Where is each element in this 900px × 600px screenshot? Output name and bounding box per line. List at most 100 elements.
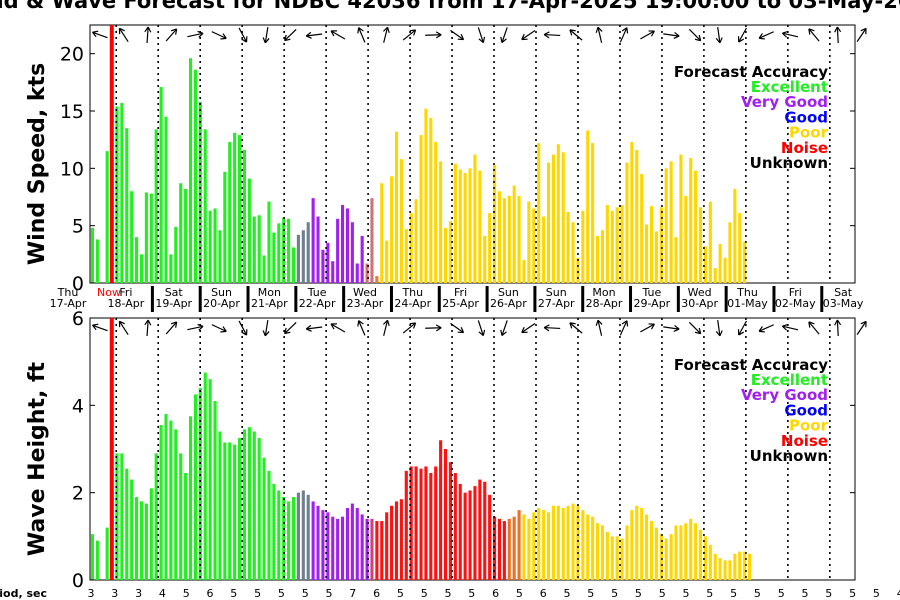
bar xyxy=(600,230,605,283)
bar xyxy=(664,538,668,580)
bar xyxy=(306,494,310,580)
legend-item: Noise xyxy=(781,432,828,450)
bar xyxy=(404,229,408,283)
direction-arrow xyxy=(808,28,820,42)
bar xyxy=(453,473,457,580)
bar xyxy=(424,466,428,580)
arrow-head xyxy=(543,31,550,39)
direction-arrow xyxy=(808,321,820,335)
arrow-head xyxy=(170,321,178,328)
direction-arrow xyxy=(382,26,390,43)
direction-arrow xyxy=(450,29,465,41)
direction-arrow xyxy=(211,324,227,333)
arrow-shaft xyxy=(640,30,655,40)
period-axis-label: Period, sec xyxy=(0,587,47,600)
bar xyxy=(674,237,678,283)
bar xyxy=(581,210,585,283)
bar xyxy=(316,505,320,580)
direction-arrow xyxy=(715,319,723,337)
bar xyxy=(679,154,683,283)
bar xyxy=(390,176,394,283)
arrow-shaft xyxy=(211,31,227,39)
day-divider xyxy=(676,286,680,312)
bar xyxy=(394,131,399,283)
bar xyxy=(718,244,722,283)
bar xyxy=(566,211,570,283)
arrow-head xyxy=(595,319,603,326)
bar xyxy=(198,101,202,284)
bar xyxy=(336,518,340,580)
bar xyxy=(272,483,276,580)
bar xyxy=(723,560,727,580)
arrow-head xyxy=(330,323,337,330)
wave-height-panel: 0 2 4 6 Wave Height, ft Forecast AccuracyExce… xyxy=(25,308,867,592)
direction-arrow xyxy=(238,27,248,43)
bar xyxy=(365,263,369,283)
direction-arrow xyxy=(758,31,774,40)
bar xyxy=(193,394,197,580)
period-label: 3 xyxy=(111,587,118,600)
direction-arrow xyxy=(118,320,129,336)
bar xyxy=(561,152,565,283)
bar xyxy=(282,217,286,283)
legend-item: Poor xyxy=(789,124,829,142)
direction-arrow xyxy=(187,30,204,38)
bar xyxy=(419,468,423,580)
arrow-shaft xyxy=(450,322,464,334)
arrow-shaft xyxy=(717,319,721,337)
arrow-shaft xyxy=(597,27,603,43)
day-date: 03-May xyxy=(823,297,864,310)
arrow-shaft xyxy=(477,320,484,336)
arrow-shaft xyxy=(808,28,820,42)
bar xyxy=(473,486,477,580)
arrow-shaft xyxy=(187,325,204,331)
arrow-head xyxy=(262,330,270,337)
day-name: Wed xyxy=(688,286,712,299)
y-tick-label: 0 xyxy=(72,570,84,592)
bar xyxy=(463,172,467,283)
arrow-head xyxy=(409,29,417,36)
bar xyxy=(424,108,428,283)
day-name: Thu xyxy=(401,286,423,299)
period-label: 5 xyxy=(683,587,690,600)
arrow-head xyxy=(648,30,655,37)
day-name: Tue xyxy=(307,286,327,299)
arrow-shaft xyxy=(165,28,178,42)
arrow-head xyxy=(305,31,312,39)
arrow-head xyxy=(694,34,702,42)
bar xyxy=(340,516,345,580)
bar xyxy=(527,201,531,283)
day-date: 28-Apr xyxy=(586,297,623,310)
bar xyxy=(345,507,350,580)
bar xyxy=(542,510,546,580)
direction-arrow xyxy=(688,28,702,42)
day-axis: Thu17-AprFri18-AprSat19-AprSun20-AprMon2… xyxy=(50,286,864,312)
bar xyxy=(233,132,237,283)
bar xyxy=(208,379,212,580)
period-label: 5 xyxy=(468,587,475,600)
direction-arrow xyxy=(569,322,583,334)
bar xyxy=(130,191,134,283)
period-label: 4 xyxy=(159,587,166,600)
day-divider xyxy=(246,286,250,312)
day-divider xyxy=(389,286,393,312)
arrow-shaft xyxy=(782,325,799,331)
bar xyxy=(640,174,644,283)
bar xyxy=(738,213,742,283)
arrow-head xyxy=(144,319,152,326)
arrow-head xyxy=(409,322,417,329)
bar xyxy=(149,488,153,580)
arrow-head xyxy=(357,320,364,327)
arrow-shaft xyxy=(808,321,820,335)
bar xyxy=(139,501,144,580)
legend-item: Unknown xyxy=(750,447,828,465)
period-label: 5 xyxy=(825,587,832,600)
day-name: Mon xyxy=(592,286,615,299)
bar xyxy=(380,521,384,580)
bar xyxy=(355,507,359,580)
day-divider xyxy=(294,286,298,312)
bar xyxy=(586,514,590,580)
period-label: 5 xyxy=(706,587,713,600)
arrow-head xyxy=(500,329,507,337)
bar xyxy=(390,505,394,580)
